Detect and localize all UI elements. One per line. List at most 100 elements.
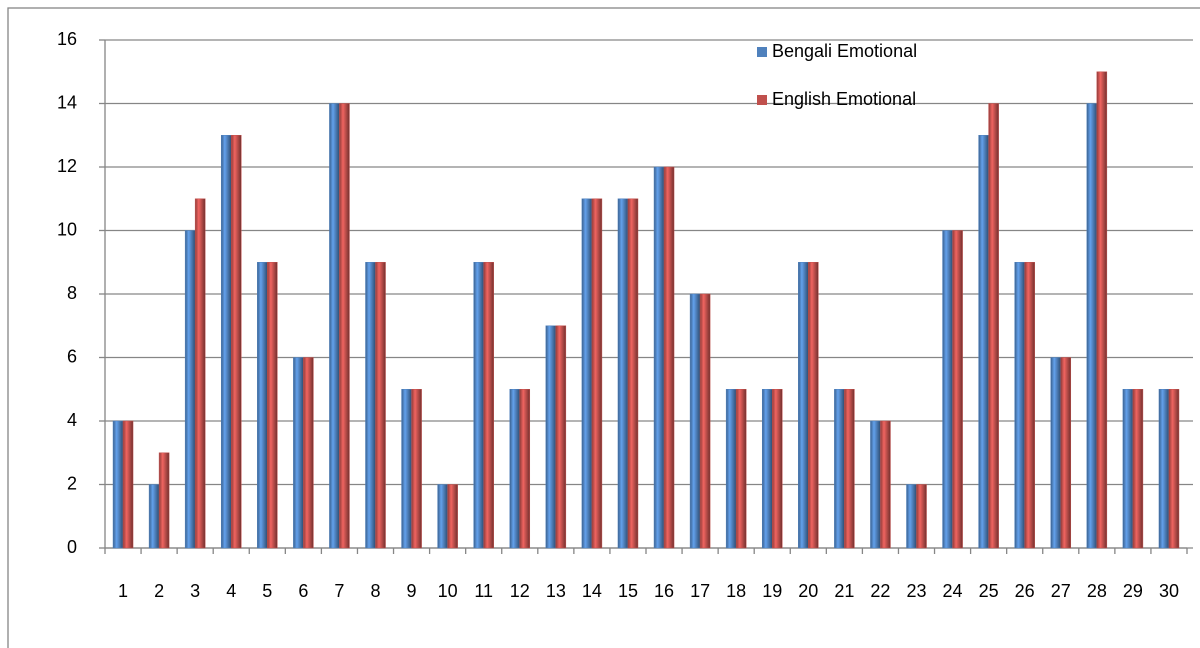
- bar: [230, 135, 242, 549]
- x-tick-label: 1: [118, 581, 128, 601]
- bar: [257, 262, 268, 549]
- bar: [699, 293, 711, 549]
- bar: [122, 420, 134, 549]
- x-tick-label: 10: [438, 581, 458, 601]
- y-tick-label: 8: [67, 283, 77, 303]
- bar: [473, 262, 484, 549]
- bar: [978, 135, 989, 549]
- y-tick-label: 12: [57, 156, 77, 176]
- bar: [798, 262, 809, 549]
- bar: [1132, 389, 1144, 549]
- x-tick-label: 3: [190, 581, 200, 601]
- bar: [916, 484, 927, 549]
- bar: [293, 357, 304, 549]
- bar: [509, 389, 521, 549]
- bar: [112, 420, 124, 549]
- x-tick-label: 11: [474, 581, 493, 601]
- x-tick-label: 17: [690, 581, 710, 601]
- bar: [834, 389, 845, 549]
- bar: [375, 262, 386, 549]
- bar: [519, 389, 531, 549]
- bar: [1050, 357, 1062, 549]
- bar: [689, 293, 701, 549]
- x-tick-label: 25: [979, 581, 999, 601]
- bar: [545, 325, 557, 549]
- bar: [1014, 262, 1025, 549]
- x-tick-label: 21: [834, 581, 854, 601]
- bar: [303, 357, 314, 549]
- y-tick-label: 6: [67, 346, 77, 366]
- bar: [880, 420, 891, 549]
- bar: [401, 389, 412, 549]
- x-tick-label: 5: [262, 581, 272, 601]
- bar: [1122, 389, 1134, 549]
- bar: [771, 389, 783, 549]
- bar: [1060, 357, 1072, 549]
- x-tick-label: 6: [298, 581, 308, 601]
- x-tick-label: 18: [726, 581, 746, 601]
- bar: [1024, 262, 1035, 549]
- x-tick-label: 14: [582, 581, 602, 601]
- bar: [483, 262, 494, 549]
- bar: [184, 230, 196, 549]
- bar: [653, 166, 665, 549]
- bar: [844, 389, 855, 549]
- bar: [329, 103, 340, 549]
- legend-swatch: [757, 95, 767, 105]
- y-tick-label: 14: [57, 92, 77, 112]
- bar: [870, 420, 881, 549]
- x-tick-label: 7: [334, 581, 344, 601]
- y-tick-label: 4: [67, 410, 77, 430]
- bar: [761, 389, 773, 549]
- x-tick-label: 30: [1159, 581, 1179, 601]
- x-tick-label: 19: [762, 581, 782, 601]
- x-tick-label: 2: [154, 581, 164, 601]
- x-tick-label: 4: [226, 581, 236, 601]
- bar: [808, 262, 819, 549]
- x-tick-label: 22: [870, 581, 890, 601]
- y-tick-label: 0: [67, 537, 77, 557]
- legend-swatch: [757, 47, 767, 57]
- y-tick-label: 10: [57, 219, 77, 239]
- x-tick-label: 13: [546, 581, 566, 601]
- x-tick-label: 28: [1087, 581, 1107, 601]
- x-tick-label: 8: [370, 581, 380, 601]
- bar: [735, 389, 747, 549]
- bar: [1096, 71, 1108, 549]
- bar: [555, 325, 567, 549]
- bar: [339, 103, 350, 549]
- bar: [447, 484, 458, 549]
- y-tick-label: 16: [57, 29, 77, 49]
- x-tick-label: 29: [1123, 581, 1143, 601]
- bar: [267, 262, 278, 549]
- x-tick-label: 16: [654, 581, 674, 601]
- bar: [148, 484, 160, 549]
- bar: [158, 452, 170, 549]
- x-tick-label: 24: [943, 581, 963, 601]
- y-tick-label: 2: [67, 473, 77, 493]
- bar: [988, 103, 999, 549]
- x-tick-label: 27: [1051, 581, 1071, 601]
- bar: [411, 389, 422, 549]
- x-tick-label: 12: [510, 581, 530, 601]
- bar: [1168, 389, 1180, 549]
- x-tick-label: 15: [618, 581, 638, 601]
- x-tick-label: 9: [407, 581, 417, 601]
- chart-border: [7, 7, 1200, 648]
- bar: [581, 198, 593, 549]
- x-tick-label: 26: [1015, 581, 1035, 601]
- bar: [627, 198, 639, 549]
- bar: [437, 484, 448, 549]
- bar: [194, 198, 206, 549]
- bar: [1158, 389, 1170, 549]
- bar: [942, 230, 953, 549]
- bar: [952, 230, 963, 549]
- x-tick-label: 23: [906, 581, 926, 601]
- bar: [365, 262, 376, 549]
- bar: [663, 166, 675, 549]
- bar: [617, 198, 629, 549]
- legend-label: English Emotional: [772, 89, 916, 109]
- bar: [725, 389, 737, 549]
